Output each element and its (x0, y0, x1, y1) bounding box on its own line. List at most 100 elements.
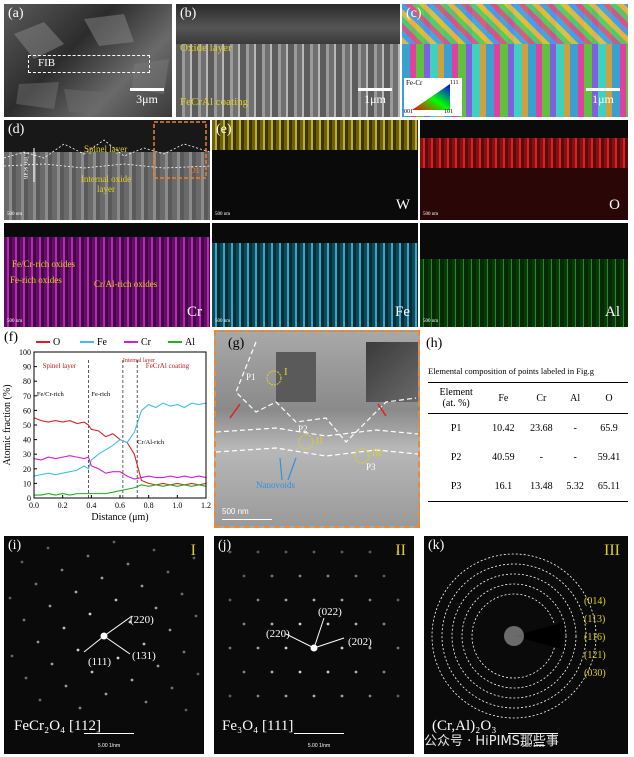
diffraction-spot (326, 574, 330, 578)
panel-g-label: (g) (228, 336, 245, 351)
p2-label: P2 (298, 424, 308, 434)
panel-al-element: Al (605, 304, 620, 320)
diffraction-spot (256, 694, 260, 698)
panel-al-map: Al 500 nm (420, 223, 628, 327)
table-row: P3 16.1 13.48 5.32 65.11 (428, 472, 628, 502)
diffraction-spot (354, 622, 358, 626)
series-line-al (34, 484, 207, 496)
panel-d-scale: 500 nm (7, 212, 23, 217)
x-tick-label: 0.4 (86, 501, 96, 510)
panel-k-scalebar: 5.00 1/nm (508, 733, 558, 752)
diffraction-spot (144, 700, 148, 704)
diffraction-spot (142, 642, 146, 646)
diffraction-spot (368, 646, 372, 650)
ring-label: (113) (584, 614, 606, 625)
series-line-fe (33, 402, 207, 477)
table-row: P1 10.42 23.68-65.9 (450, 423, 618, 434)
header-al: Al (570, 392, 581, 404)
diffraction-spot (116, 656, 120, 660)
diffraction-spot (192, 556, 196, 560)
nanovoids-label: Nanovoids (256, 480, 295, 490)
cr-signal (4, 237, 210, 327)
p3-label: P3 (366, 462, 376, 472)
annotation-cral-rich: Cr/Al-rich (137, 439, 165, 446)
panel-a-label: (a) (8, 6, 24, 21)
legend-111: 111 (450, 80, 459, 86)
diffraction-spot (64, 684, 68, 688)
roman-i: I (190, 542, 196, 559)
diffraction-spot (22, 618, 26, 622)
y-tick-label: 0 (27, 494, 31, 503)
internal-oxide-label: Internal oxide layer (80, 174, 132, 194)
diffraction-spot (152, 548, 156, 552)
diffraction-spot (34, 582, 38, 586)
diffraction-spot (368, 694, 372, 698)
x-axis-label: Distance (μm) (91, 512, 148, 523)
region-i-label: I (284, 366, 288, 378)
diffraction-spot (128, 620, 132, 624)
diffraction-spot (62, 626, 66, 630)
ring-label: (014) (584, 596, 606, 607)
panel-a-scalebar: 3μm (130, 88, 164, 107)
diffraction-spot (354, 670, 358, 674)
diffraction-spot (312, 550, 316, 554)
diffraction-spot (228, 646, 232, 650)
diffraction-spot (270, 574, 274, 578)
diffraction-spot (256, 598, 260, 602)
d1-label: D1 (190, 166, 200, 175)
diffraction-spot (36, 640, 40, 644)
fecr-oxides-label: Fe/Cr-rich oxides (12, 259, 76, 269)
spot-022: (022) (318, 606, 342, 618)
y-tick-label: 100 (19, 348, 31, 357)
diffraction-spot (326, 622, 330, 626)
annotation-fecr-rich: Fe/Cr-rich (37, 391, 65, 398)
phase-i: FeCr₂O₄ [112] (14, 718, 101, 734)
p1-label: P1 (246, 372, 256, 382)
diffraction-spot (228, 550, 232, 554)
panel-fe-scale: 500 nm (215, 319, 231, 324)
chart-legend: O Fe Cr Al (36, 337, 195, 348)
panel-h-table: (h) Elemental composition of points labe… (422, 330, 634, 528)
diffraction-spot (368, 550, 372, 554)
diffraction-spot (396, 694, 400, 698)
diffraction-spot (184, 708, 188, 712)
panel-b-scalebar: 1μm (358, 88, 392, 107)
diffraction-spot (340, 694, 344, 698)
diffraction-spot (256, 550, 260, 554)
y-tick-label: 40 (23, 436, 31, 445)
diffraction-spot (382, 574, 386, 578)
panel-j-label: (j) (218, 538, 232, 553)
y-tick-label: 90 (23, 363, 31, 372)
spot-111: (111) (88, 656, 112, 668)
w-signal (212, 120, 418, 150)
fib-region (28, 55, 150, 73)
panel-g-tem-image: P1 I P2 II P3 III Nanovoids (g) 500 nm (214, 330, 420, 528)
diffraction-spot (140, 584, 144, 588)
diffraction-spot (112, 540, 116, 544)
header-element: Element (at. %) (439, 387, 473, 409)
diffraction-spot (340, 598, 344, 602)
panel-d-outlines (4, 121, 210, 182)
oxide-layer-label: Oxide layer (180, 42, 232, 54)
diffraction-spot (74, 590, 78, 594)
header-cr: Cr (536, 392, 547, 404)
table-caption: Elemental composition of points labeled … (428, 366, 594, 376)
panel-fe-map: Fe 500 nm (212, 223, 418, 327)
diffraction-spot (78, 706, 82, 710)
diffraction-spot (270, 622, 274, 626)
diffraction-spot (284, 694, 288, 698)
y-tick-label: 20 (23, 465, 31, 474)
ring-label: (030) (584, 668, 606, 679)
diffraction-spot (180, 592, 184, 596)
panel-c-scalebar: 1μm (586, 88, 620, 107)
diffraction-spot (196, 672, 200, 676)
y-tick-label: 80 (23, 377, 31, 386)
diffraction-spot (396, 646, 400, 650)
table-row: P2 40.59- -59.41 (450, 452, 621, 463)
diffraction-spots-i (8, 540, 200, 712)
fib-label: FIB (38, 57, 56, 69)
chart-axes: 0.0 0.2 0.4 0.6 0.8 1.0 1.2 0 10 20 30 40 50 60 70 80 90… (2, 348, 211, 523)
panel-o-scale: 500 nm (423, 212, 439, 217)
panel-cr-scale: 500 nm (7, 319, 23, 324)
diffraction-spot (284, 646, 288, 650)
